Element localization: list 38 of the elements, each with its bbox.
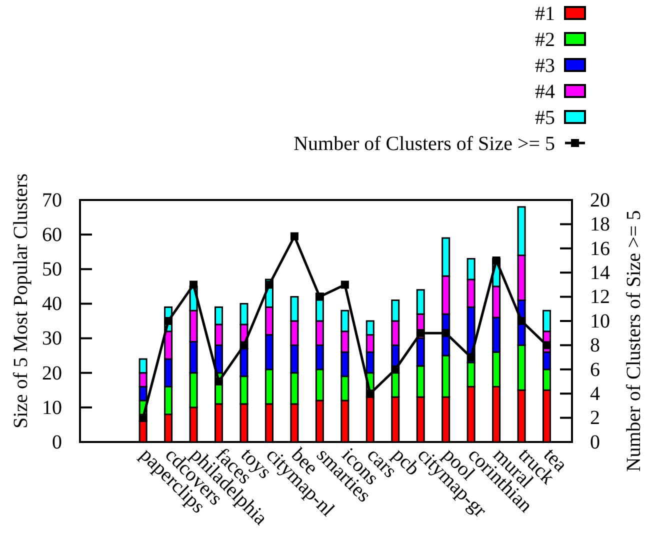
legend-label: #1: [535, 3, 555, 25]
y2-tick-label: 8: [590, 334, 600, 357]
y-tick-label: 50: [42, 258, 62, 281]
legend-label: #4: [535, 81, 555, 103]
y2-tick-label: 6: [590, 358, 600, 381]
y-tick-label: 30: [42, 328, 62, 350]
y2-tick-label: 2: [590, 407, 600, 430]
legend-label: Number of Clusters of Size >= 5: [294, 133, 555, 155]
point: [290, 232, 298, 240]
point: [518, 317, 526, 325]
point: [492, 256, 500, 264]
y2-tick-label: 20: [590, 189, 610, 212]
y-tick-label: 20: [42, 362, 62, 384]
y2-tick-label: 4: [590, 383, 600, 405]
legend-label: #2: [535, 29, 555, 51]
point: [416, 329, 425, 338]
point: [316, 292, 324, 301]
point: [340, 280, 349, 289]
y2-tick-label: 10: [590, 310, 610, 332]
y-tick-label: 0: [52, 431, 62, 454]
point: [366, 390, 374, 398]
y2-tick-label: 18: [590, 214, 610, 236]
y-tick-label: 40: [42, 293, 62, 316]
legend-label: #3: [535, 55, 555, 77]
point: [467, 353, 476, 362]
point: [190, 280, 198, 289]
point: [442, 329, 450, 338]
point: [391, 365, 400, 374]
y-tick-label: 70: [42, 189, 62, 212]
y-axis-title: Size of 5 Most Popular Clusters: [10, 173, 32, 428]
y-tick-label: 10: [42, 396, 62, 419]
y2-tick-label: 12: [590, 286, 610, 308]
y2-tick-label: 16: [590, 238, 610, 260]
y2-tick-label: 0: [590, 431, 600, 454]
y-tick-label: 60: [42, 224, 62, 246]
y2-axis-title: Number of Clusters of Size >= 5: [623, 210, 645, 472]
y2-tick-label: 14: [590, 262, 610, 284]
legend-label: #5: [535, 107, 555, 129]
